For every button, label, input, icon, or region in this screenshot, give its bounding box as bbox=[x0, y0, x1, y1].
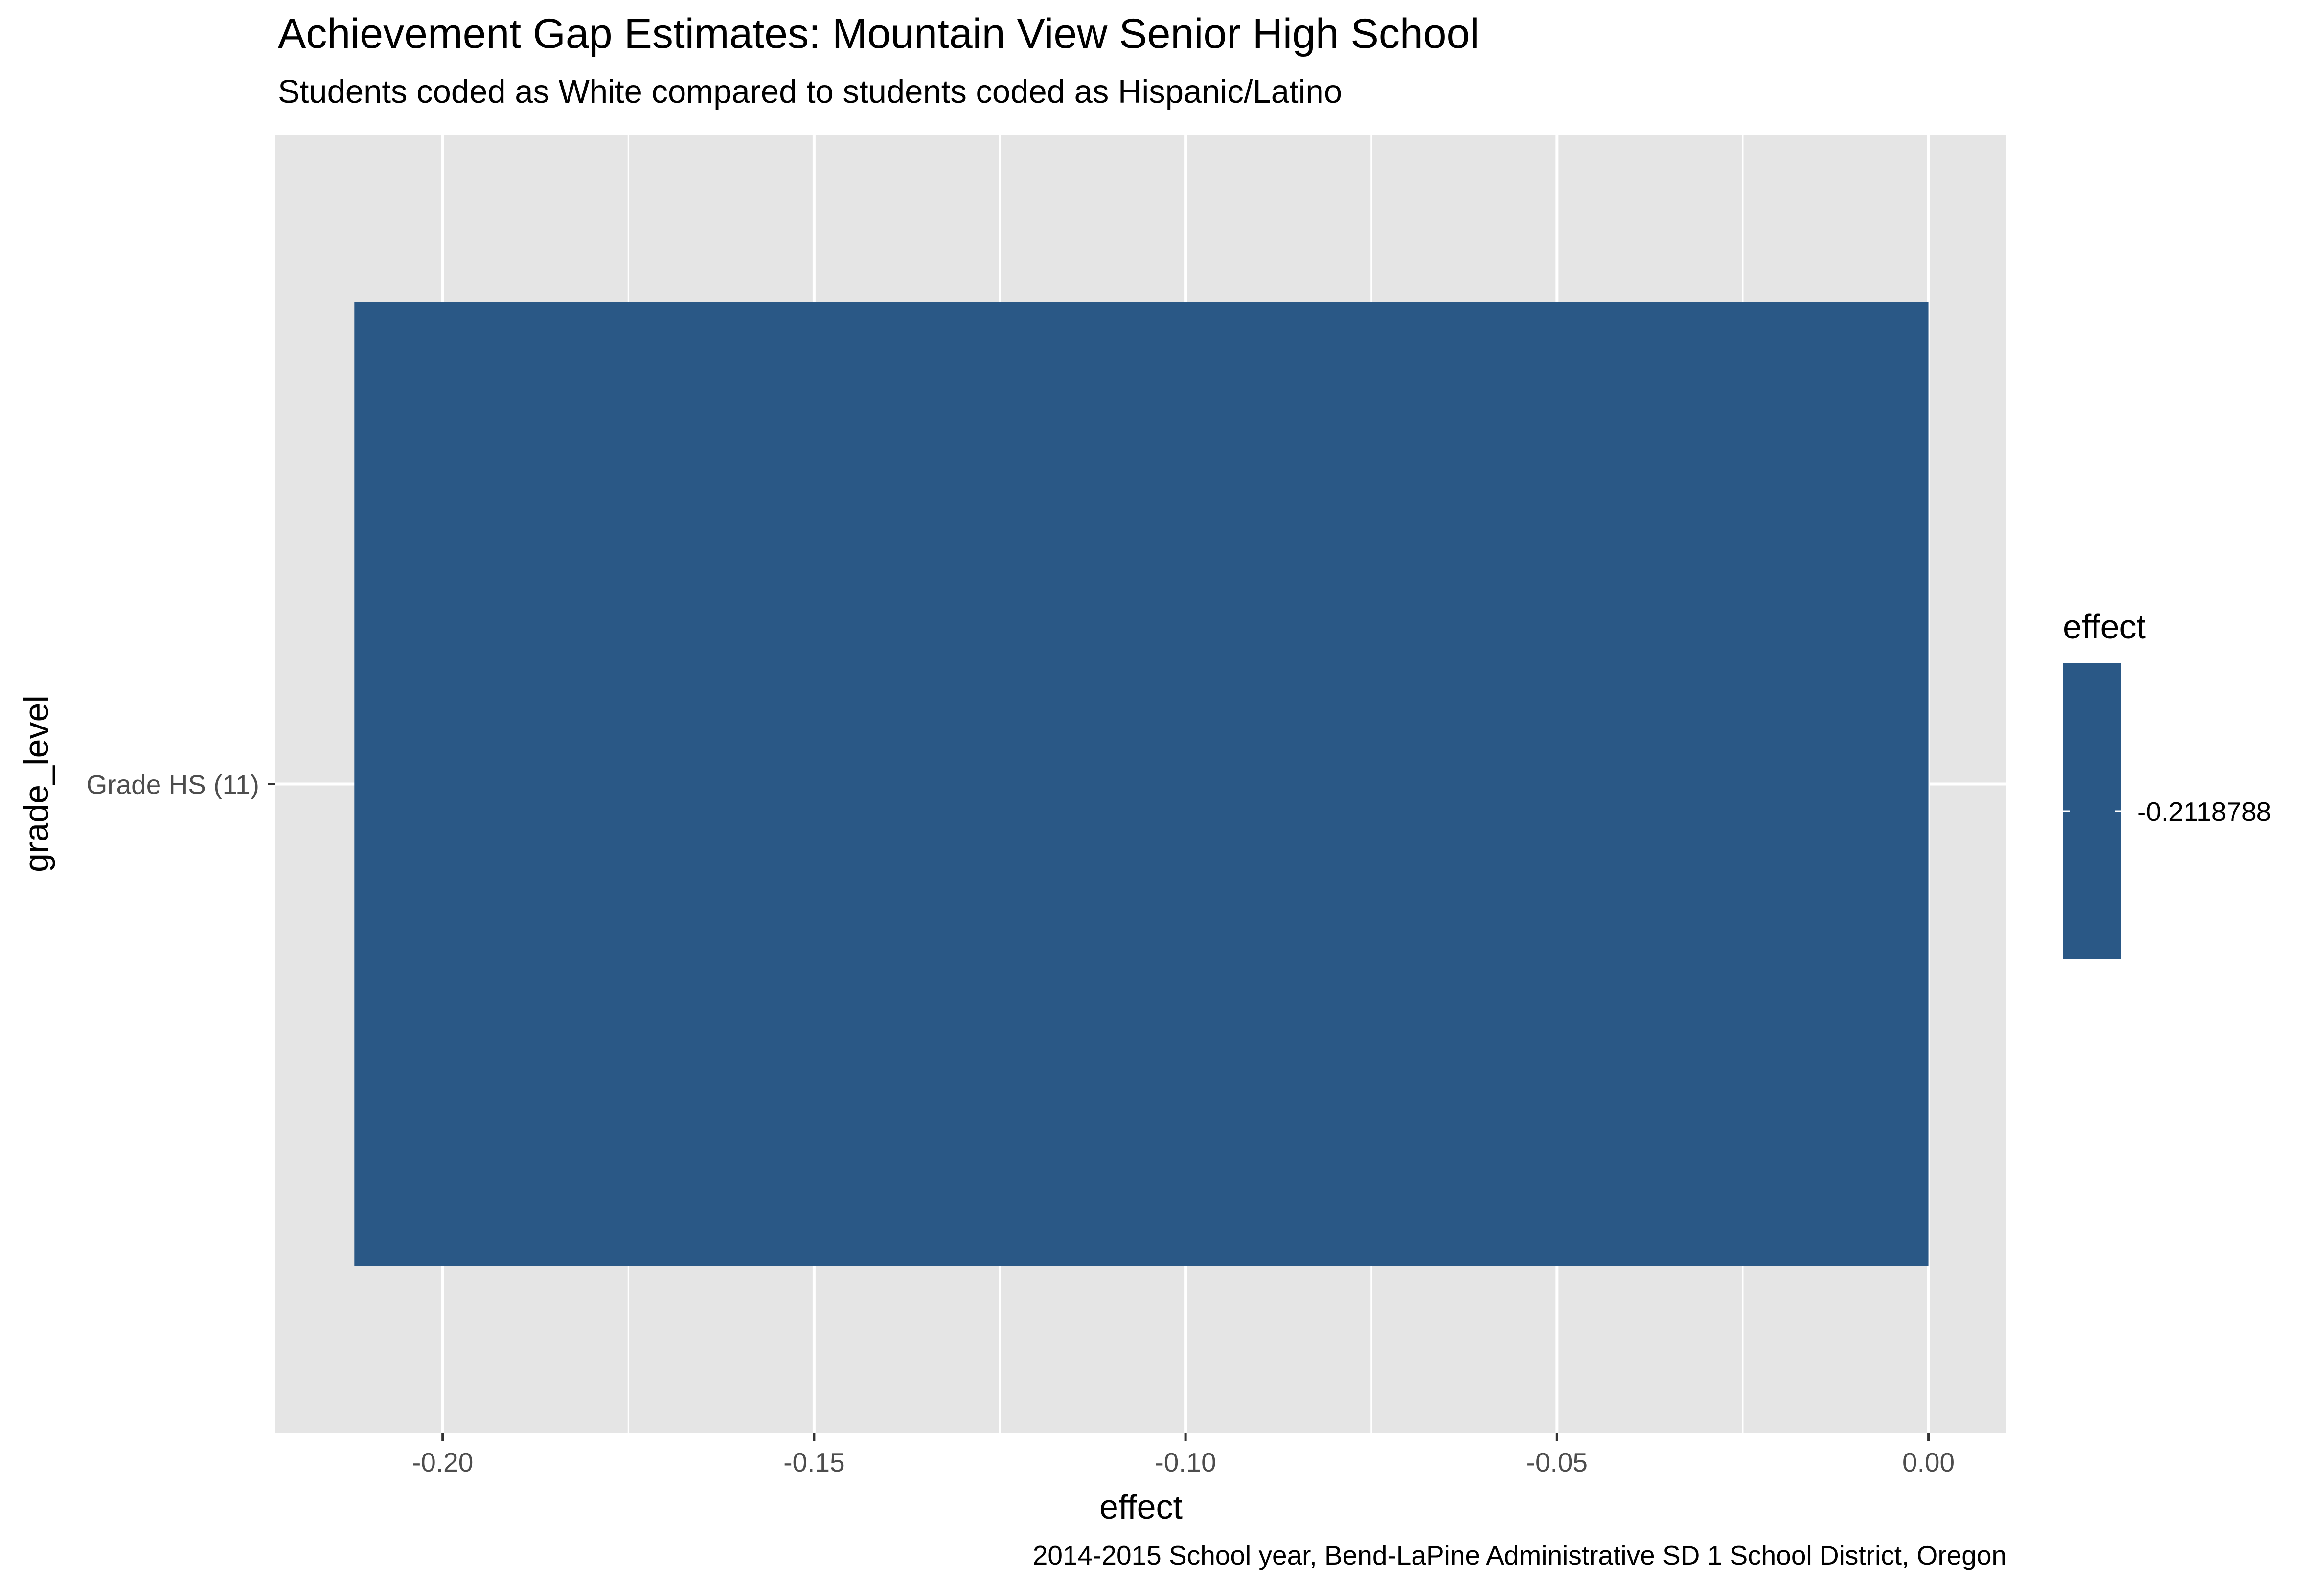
x-tick-label: -0.05 bbox=[1527, 1447, 1588, 1477]
y-axis-ticks: Grade HS (11) bbox=[86, 770, 275, 800]
bars bbox=[354, 302, 1929, 1266]
x-tick-label: -0.20 bbox=[412, 1447, 473, 1477]
y-axis-title: grade_level bbox=[17, 695, 55, 872]
x-axis-ticks: -0.20 -0.15 -0.10 -0.05 0.00 bbox=[412, 1433, 1955, 1477]
chart-caption: 2014-2015 School year, Bend-LaPine Admin… bbox=[1033, 1540, 2006, 1570]
x-axis-title: effect bbox=[1099, 1488, 1183, 1526]
legend-colorbar bbox=[2063, 663, 2121, 959]
legend-label: -0.2118788 bbox=[2137, 796, 2271, 827]
bar bbox=[354, 302, 1929, 1266]
chart-subtitle: Students coded as White compared to stud… bbox=[278, 73, 1342, 110]
x-tick-label: -0.10 bbox=[1155, 1447, 1216, 1477]
legend-title: effect bbox=[2063, 608, 2146, 646]
x-tick-label: 0.00 bbox=[1902, 1447, 1955, 1477]
chart-title: Achievement Gap Estimates: Mountain View… bbox=[278, 10, 1479, 57]
x-tick-label: -0.15 bbox=[783, 1447, 844, 1477]
y-tick-label: Grade HS (11) bbox=[86, 770, 259, 800]
